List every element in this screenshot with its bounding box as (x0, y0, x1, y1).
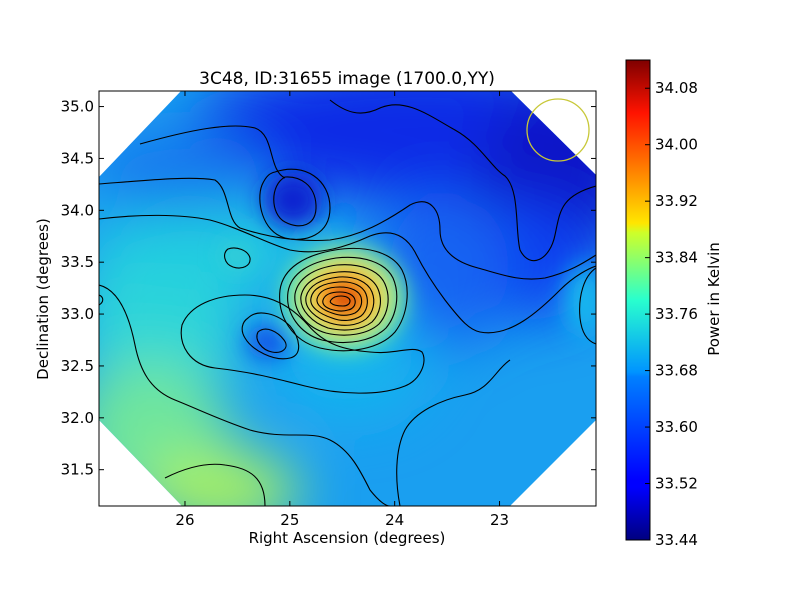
plot-frame (98, 90, 597, 507)
y-tick-label: 33.0 (61, 305, 94, 323)
y-axis-ticks: 31.5 32.0 32.5 33.0 33.5 34.0 34.5 35.0 (61, 98, 596, 479)
contour-line (310, 281, 368, 321)
contour-line (316, 286, 363, 316)
colorbar-tick-label: 33.44 (655, 531, 698, 549)
contour-line (300, 271, 381, 331)
contour-line (305, 276, 375, 326)
contour-line (322, 291, 356, 312)
y-tick-label: 32.5 (61, 357, 94, 375)
chart-title: 3C48, ID:31655 image (1700.0,YY) (199, 69, 495, 89)
contour-lines (99, 99, 596, 506)
colorbar-ticks: 33.44 33.52 33.60 33.68 33.76 33.84 33.92 34.00… (645, 79, 698, 549)
colorbar-tick-label: 33.84 (655, 249, 698, 267)
contour-line (99, 294, 104, 306)
contour-line (294, 264, 389, 336)
contour-line (329, 99, 596, 262)
contour-line (139, 125, 286, 179)
contour-line (287, 256, 398, 343)
x-axis-ticks: 26 25 24 23 (175, 91, 509, 529)
x-tick-label: 26 (175, 511, 194, 529)
y-tick-label: 32.0 (61, 409, 94, 427)
colorbar-tick-label: 33.68 (655, 362, 698, 380)
contour-line (164, 463, 266, 506)
contour-line (273, 176, 317, 227)
colorbar-tick-label: 33.52 (655, 475, 698, 493)
y-axis-label: Declination (degrees) (34, 218, 52, 380)
y-tick-label: 33.5 (61, 253, 94, 271)
contour-line (99, 214, 596, 334)
y-tick-label: 35.0 (61, 98, 94, 116)
beam-marker (526, 98, 590, 162)
contour-line (99, 177, 596, 280)
contour-line (396, 359, 511, 506)
colorbar-tick-label: 33.60 (655, 418, 698, 436)
y-tick-label: 31.5 (61, 461, 94, 479)
colorbar-tick-label: 33.92 (655, 192, 698, 210)
x-axis-label: Right Ascension (degrees) (249, 529, 446, 547)
colorbar-tick-label: 34.08 (655, 79, 698, 97)
colorbar (625, 59, 651, 541)
contour-line (180, 294, 425, 394)
x-tick-label: 25 (280, 511, 299, 529)
y-tick-label: 34.0 (61, 201, 94, 219)
contour-line (99, 284, 391, 506)
contour-line (279, 247, 408, 352)
colorbar-label: Power in Kelvin (705, 242, 723, 356)
contour-line (241, 312, 300, 360)
contour-line (329, 295, 351, 307)
colorbar-tick-label: 34.00 (655, 136, 698, 154)
contour-line (256, 328, 287, 353)
x-tick-label: 24 (385, 511, 404, 529)
y-tick-label: 34.5 (61, 149, 94, 167)
contour-line (224, 247, 251, 269)
colorbar-tick-label: 33.76 (655, 305, 698, 323)
contour-line (579, 267, 596, 345)
x-tick-label: 23 (490, 511, 509, 529)
